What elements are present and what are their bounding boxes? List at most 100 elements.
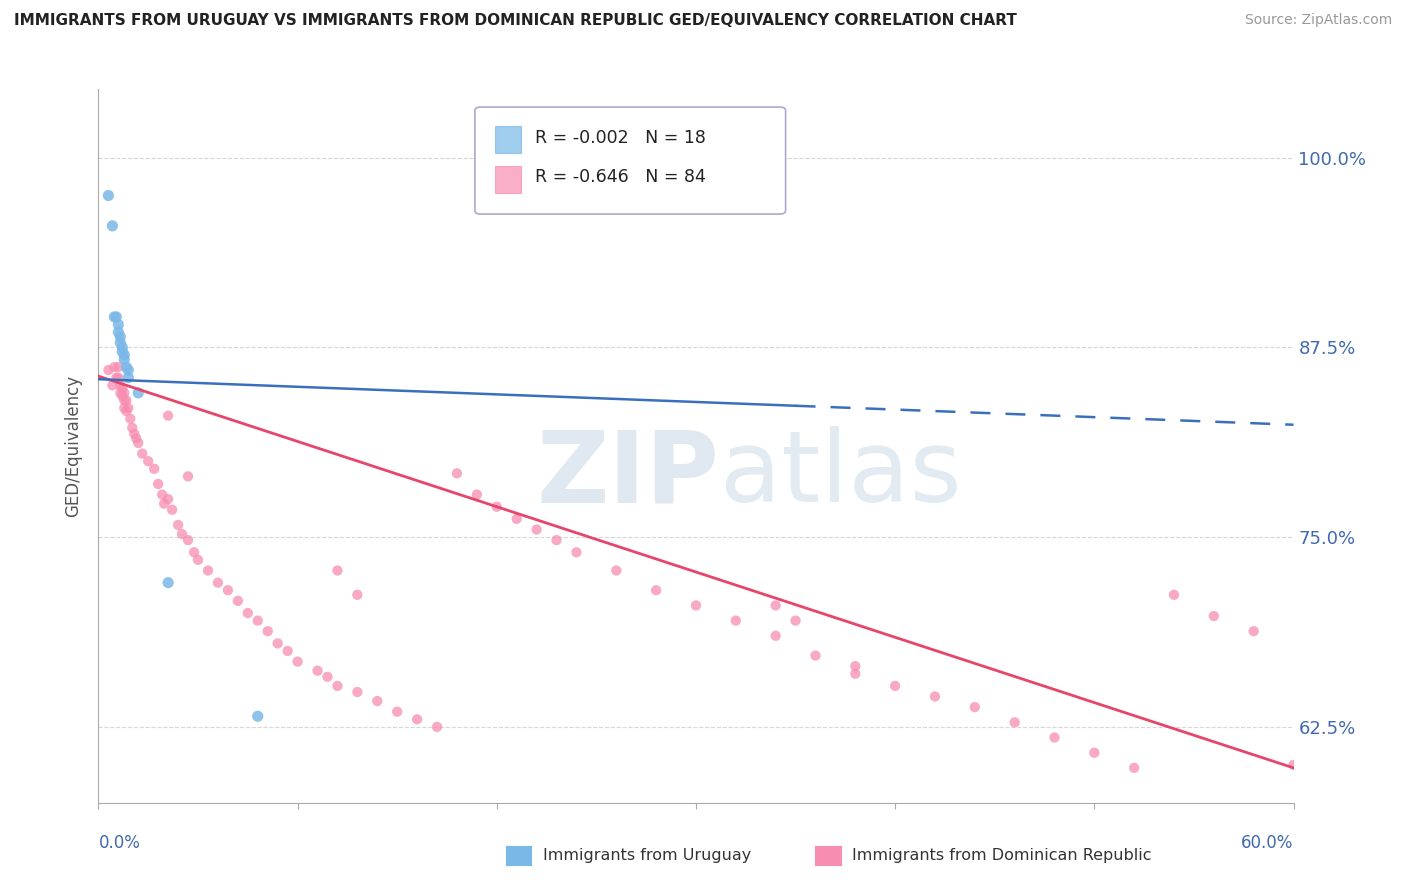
Point <box>107 359 129 374</box>
Point <box>1123 761 1146 775</box>
Point <box>385 705 409 719</box>
Point <box>326 564 349 578</box>
Point <box>277 644 299 658</box>
Point <box>107 325 129 339</box>
Point <box>645 583 668 598</box>
Point <box>101 378 124 392</box>
Text: atlas: atlas <box>720 426 962 523</box>
Point <box>844 666 866 681</box>
Point <box>207 575 229 590</box>
Point <box>103 310 125 324</box>
Point <box>115 404 138 418</box>
Point <box>1083 746 1105 760</box>
Point <box>111 340 134 354</box>
Point <box>148 477 170 491</box>
Point <box>157 409 180 423</box>
Point <box>426 720 449 734</box>
Point <box>160 502 183 516</box>
Point <box>105 370 128 384</box>
Y-axis label: GED/Equivalency: GED/Equivalency <box>65 375 83 517</box>
Point <box>131 447 153 461</box>
Text: 60.0%: 60.0% <box>1241 834 1294 852</box>
Point <box>246 709 269 723</box>
Point <box>167 518 190 533</box>
Point <box>117 370 139 384</box>
Point <box>346 685 368 699</box>
Point <box>143 462 166 476</box>
Point <box>465 487 488 501</box>
Point <box>117 363 139 377</box>
Point <box>157 492 180 507</box>
Point <box>105 310 128 324</box>
Point <box>117 401 139 415</box>
Point <box>685 599 707 613</box>
Point <box>111 344 134 359</box>
Point <box>107 370 129 384</box>
Point <box>111 389 134 403</box>
Point <box>1243 624 1265 639</box>
Point <box>110 385 132 400</box>
Point <box>112 348 135 362</box>
Point <box>177 533 200 548</box>
Point <box>157 575 180 590</box>
Point <box>110 335 132 350</box>
Point <box>963 700 986 714</box>
Text: ZIP: ZIP <box>537 426 720 523</box>
Point <box>1163 588 1185 602</box>
Point <box>112 393 135 408</box>
Point <box>1202 609 1225 624</box>
Text: R = -0.002   N = 18: R = -0.002 N = 18 <box>534 128 706 146</box>
Point <box>197 564 219 578</box>
Point <box>103 359 125 374</box>
Point <box>115 359 138 374</box>
Point <box>112 352 135 367</box>
Point <box>565 545 588 559</box>
Bar <box>495 127 522 153</box>
Point <box>316 670 339 684</box>
Point <box>406 712 429 726</box>
Point <box>110 329 132 343</box>
Point <box>127 436 149 450</box>
Point <box>256 624 278 639</box>
Point <box>785 614 807 628</box>
Text: R = -0.646   N = 84: R = -0.646 N = 84 <box>534 168 706 186</box>
Point <box>326 679 349 693</box>
Point <box>183 545 205 559</box>
Point <box>506 512 529 526</box>
Text: Immigrants from Dominican Republic: Immigrants from Dominican Republic <box>852 848 1152 863</box>
Point <box>765 629 787 643</box>
Point <box>246 614 269 628</box>
Point <box>110 378 132 392</box>
Point <box>121 421 143 435</box>
Point <box>346 588 368 602</box>
Point <box>924 690 946 704</box>
Point <box>546 533 568 548</box>
Point <box>1043 731 1066 745</box>
Point <box>287 655 309 669</box>
Point <box>136 454 159 468</box>
Point <box>125 431 148 445</box>
Point <box>267 636 290 650</box>
Point <box>112 385 135 400</box>
Point <box>153 497 176 511</box>
Text: Source: ZipAtlas.com: Source: ZipAtlas.com <box>1244 13 1392 28</box>
Point <box>1004 715 1026 730</box>
Point <box>120 411 142 425</box>
Point <box>217 583 239 598</box>
Point <box>605 564 627 578</box>
Point <box>307 664 329 678</box>
Point <box>187 553 209 567</box>
Point <box>485 500 508 514</box>
Point <box>446 467 468 481</box>
Point <box>107 318 129 332</box>
Point <box>150 487 173 501</box>
Text: 0.0%: 0.0% <box>98 834 141 852</box>
Text: IMMIGRANTS FROM URUGUAY VS IMMIGRANTS FROM DOMINICAN REPUBLIC GED/EQUIVALENCY CO: IMMIGRANTS FROM URUGUAY VS IMMIGRANTS FR… <box>14 13 1017 29</box>
Point <box>366 694 388 708</box>
Point <box>724 614 747 628</box>
Point <box>844 659 866 673</box>
Bar <box>495 166 522 193</box>
Point <box>177 469 200 483</box>
Point <box>112 401 135 415</box>
Point <box>765 599 787 613</box>
